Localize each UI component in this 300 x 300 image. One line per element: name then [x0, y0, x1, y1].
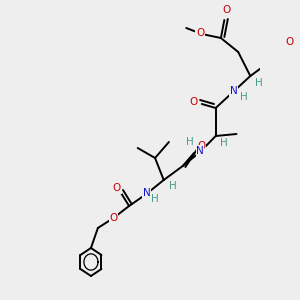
Text: H: H [220, 138, 228, 148]
Text: N: N [142, 188, 150, 198]
Text: H: H [239, 92, 247, 102]
Text: F: F [298, 21, 300, 31]
Text: H: H [255, 78, 263, 88]
Text: N: N [230, 86, 238, 96]
Text: N: N [196, 146, 204, 156]
Text: O: O [109, 213, 118, 223]
Text: O: O [285, 37, 293, 47]
Text: H: H [186, 137, 194, 147]
Text: O: O [196, 28, 204, 38]
Text: O: O [113, 183, 121, 193]
Text: H: H [169, 181, 177, 191]
Text: O: O [198, 141, 206, 151]
Text: H: H [151, 194, 159, 204]
Text: O: O [189, 97, 197, 107]
Text: O: O [222, 5, 230, 15]
